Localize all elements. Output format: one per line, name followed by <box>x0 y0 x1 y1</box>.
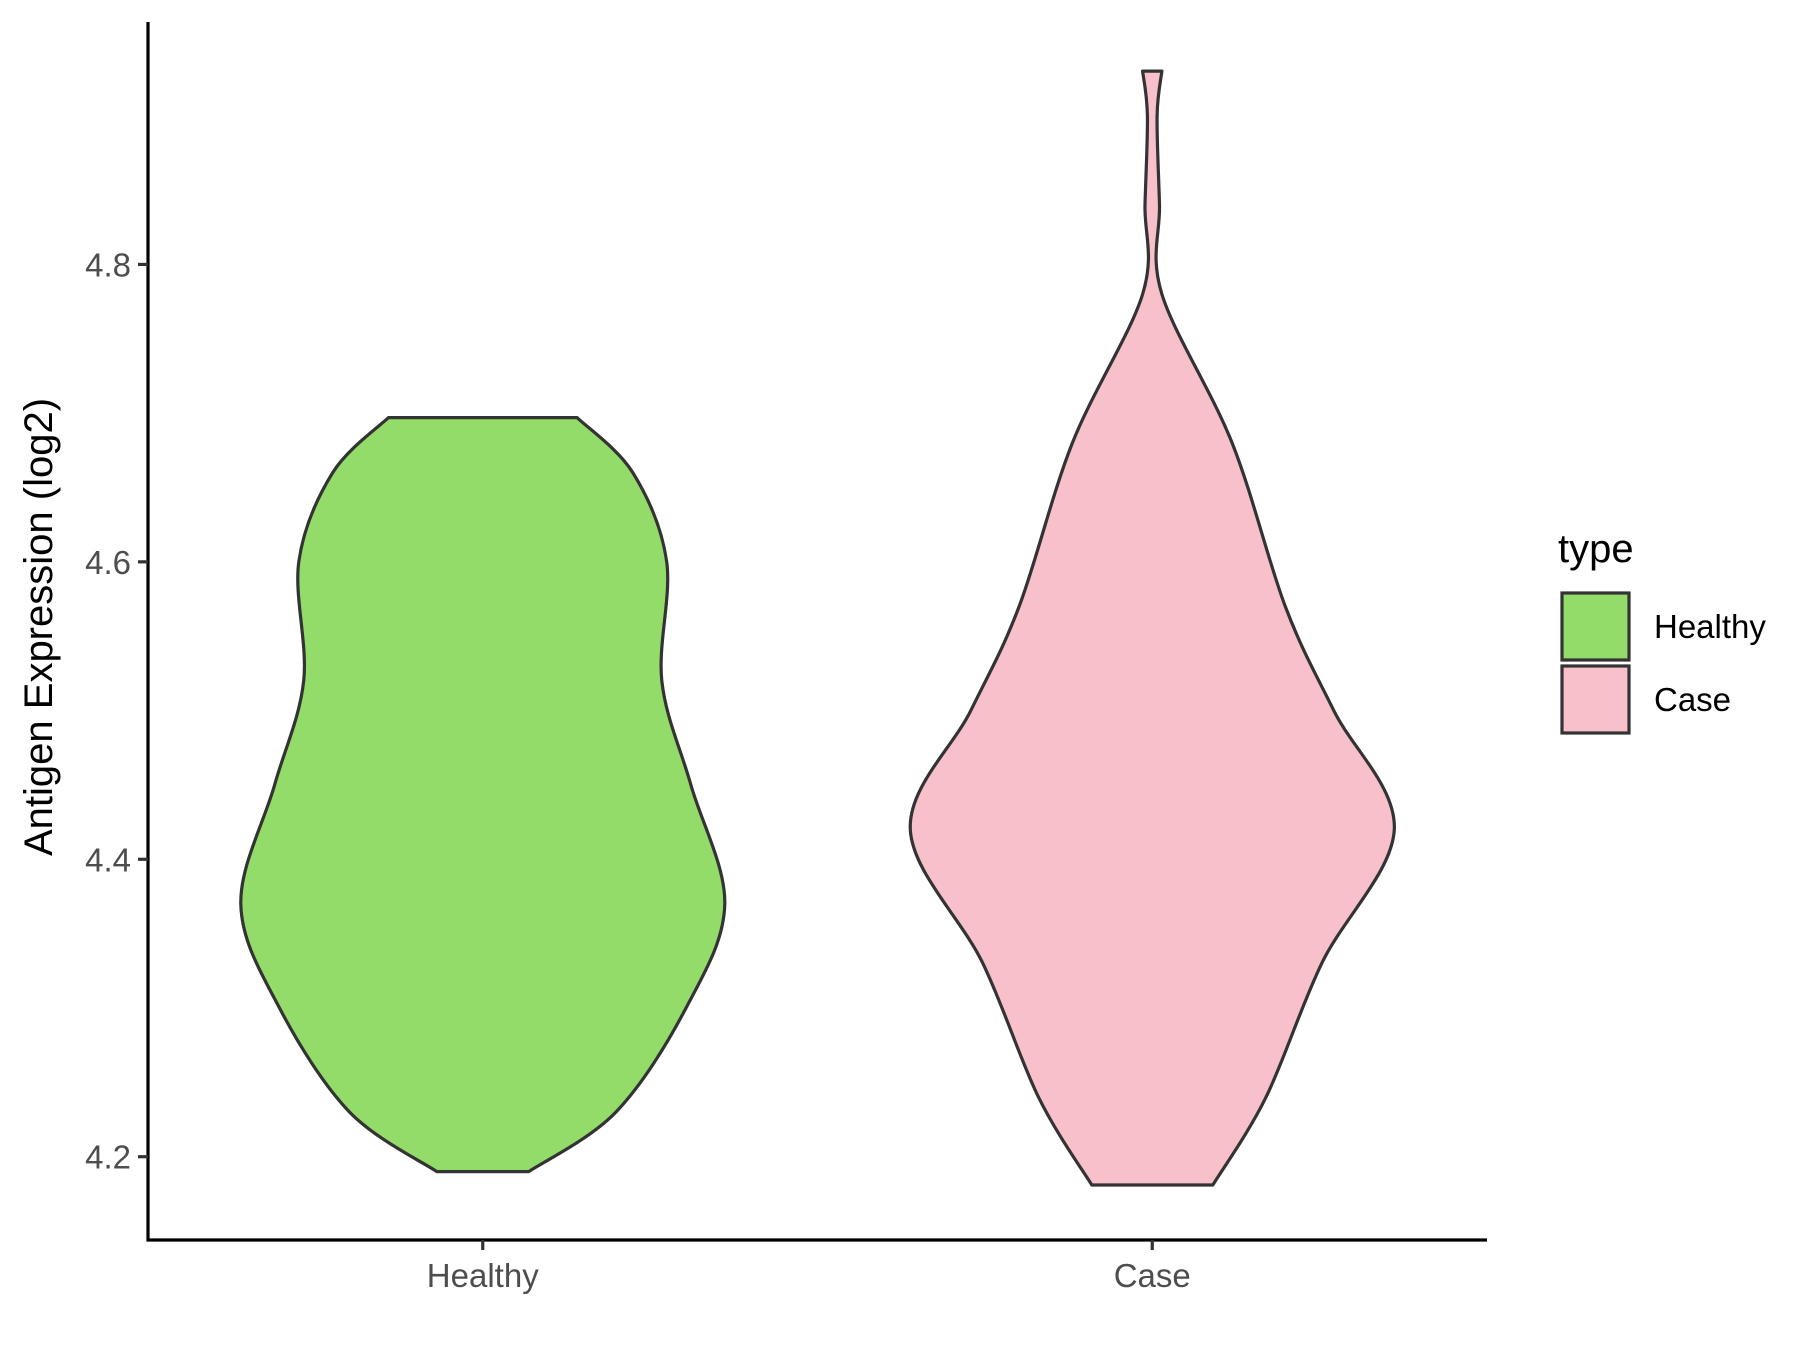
y-tick-label: 4.4 <box>85 841 131 878</box>
legend: type Healthy Case <box>1558 527 1766 735</box>
axes-layer: 4.2 4.4 4.6 4.8 Healthy Case <box>85 22 1487 1294</box>
legend-key-case <box>1560 664 1631 735</box>
y-axis-title: Antigen Expression (log2) <box>17 398 61 856</box>
violin-healthy <box>239 416 727 1174</box>
y-tick-label: 4.2 <box>85 1139 131 1176</box>
legend-title: type <box>1558 527 1634 571</box>
violins-layer <box>239 69 1396 1187</box>
x-tick-label: Healthy <box>427 1257 539 1294</box>
legend-label-healthy: Healthy <box>1654 608 1766 645</box>
violin-case <box>908 69 1396 1187</box>
legend-label-case: Case <box>1654 681 1731 718</box>
x-tick-label: Case <box>1114 1257 1191 1294</box>
legend-key-healthy <box>1560 591 1631 662</box>
y-tick-label: 4.6 <box>85 544 131 581</box>
y-tick-label: 4.8 <box>85 246 131 283</box>
